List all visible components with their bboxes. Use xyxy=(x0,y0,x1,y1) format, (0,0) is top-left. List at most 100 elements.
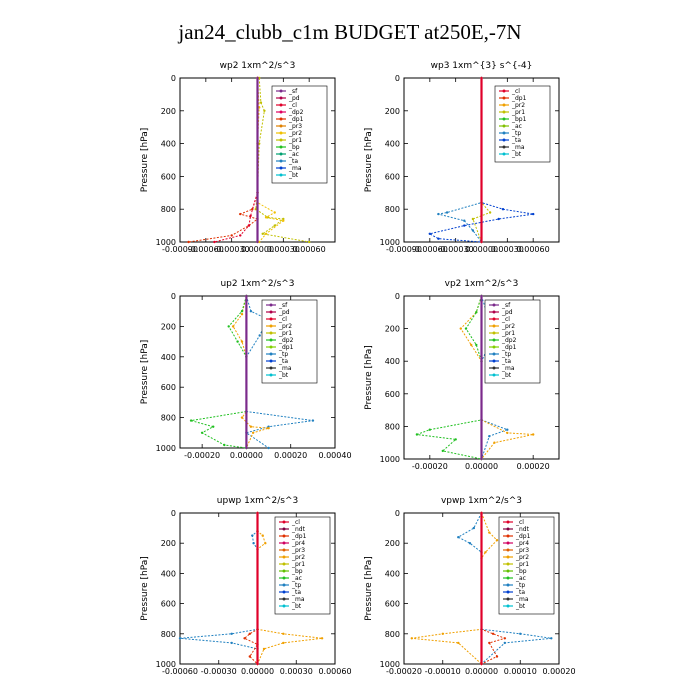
legend-marker xyxy=(282,590,286,594)
y-tick-label: 400 xyxy=(385,140,400,149)
y-tick-label: 1000 xyxy=(380,455,400,464)
data-point xyxy=(263,109,266,113)
legend-label: _pr4 xyxy=(515,540,529,547)
legend-label: _dp2 xyxy=(288,109,304,116)
data-point xyxy=(506,428,509,431)
y-tick-label: 400 xyxy=(161,353,176,362)
legend-marker xyxy=(282,562,286,566)
data-point xyxy=(491,632,495,635)
y-tick-label: 200 xyxy=(385,325,400,334)
legend-marker xyxy=(502,145,506,149)
legend-marker xyxy=(279,152,283,156)
legend-marker xyxy=(492,352,496,356)
data-point xyxy=(437,212,440,216)
data-point xyxy=(256,240,259,244)
y-tick-label: 200 xyxy=(161,539,176,548)
x-tick-label: -0.00060 xyxy=(188,245,224,254)
legend-label: _sf xyxy=(501,302,511,309)
data-point xyxy=(252,542,255,545)
data-point xyxy=(463,219,466,222)
legend-label: _ndt xyxy=(515,526,530,533)
data-point xyxy=(437,237,440,240)
legend-label: _pr1 xyxy=(511,109,525,116)
legend-marker xyxy=(506,541,510,545)
legend-label: _ma xyxy=(501,365,515,372)
x-tick-label: 0.00000 xyxy=(465,245,498,254)
legend-label: _dp1 xyxy=(515,533,531,540)
data-point xyxy=(519,632,522,635)
legend-label: _bt xyxy=(288,172,299,179)
data-point xyxy=(249,214,252,217)
y-axis-label: Pressure [hPa] xyxy=(140,128,150,193)
legend-marker xyxy=(269,317,273,321)
x-tick-label: -0.00090 xyxy=(386,245,422,254)
y-axis-label: Pressure [hPa] xyxy=(364,345,374,410)
legend-label: _bt xyxy=(515,603,526,610)
legend-label: _tp xyxy=(515,582,525,589)
y-axis-label: Pressure [hPa] xyxy=(364,128,374,193)
legend-marker xyxy=(269,303,273,307)
data-point xyxy=(264,542,267,545)
data-point xyxy=(212,425,215,428)
y-tick-label: 400 xyxy=(161,140,176,149)
y-tick-label: 0 xyxy=(395,509,400,518)
data-point xyxy=(264,216,268,219)
y-tick-label: 0 xyxy=(395,74,400,83)
x-tick-label: 0.00000 xyxy=(465,462,498,471)
data-point xyxy=(471,217,475,221)
legend-label: _sf xyxy=(288,88,298,95)
x-tick-label: 0.00000 xyxy=(230,451,263,460)
data-point xyxy=(200,431,204,434)
legend-label: _bt xyxy=(278,372,289,379)
legend-label: _tp xyxy=(291,582,301,589)
x-tick-label: -0.00090 xyxy=(162,245,198,254)
data-point xyxy=(459,327,462,330)
legend-marker xyxy=(279,117,283,121)
page-title: jan24_clubb_c1m BUDGET at250E,-7N xyxy=(178,20,522,44)
data-point xyxy=(282,219,285,222)
data-point xyxy=(248,632,251,635)
legend-marker xyxy=(282,548,286,552)
y-tick-label: 600 xyxy=(385,600,400,609)
legend-marker xyxy=(282,555,286,559)
data-point xyxy=(470,343,473,347)
data-point xyxy=(495,655,499,658)
legend-label: _pr1 xyxy=(515,561,529,568)
data-point xyxy=(249,425,253,428)
data-point xyxy=(239,234,242,237)
data-point xyxy=(501,208,505,211)
legend-label: _pr2 xyxy=(278,323,292,330)
data-point xyxy=(308,240,311,244)
data-point xyxy=(230,641,233,645)
x-tick-label: 0.00000 xyxy=(241,667,274,676)
legend-label: _pr1 xyxy=(501,330,515,337)
x-tick-label: 0.00060 xyxy=(293,245,326,254)
legend-marker xyxy=(279,89,283,93)
legend-marker xyxy=(506,527,510,531)
legend-marker xyxy=(506,520,510,524)
data-point xyxy=(497,217,500,221)
data-point xyxy=(243,637,246,640)
legend-marker xyxy=(279,124,283,128)
legend-label: _cl xyxy=(501,316,510,323)
x-tick-label: -0.00010 xyxy=(425,667,461,676)
series-dp2 xyxy=(416,295,482,460)
legend-marker xyxy=(279,159,283,163)
data-point xyxy=(488,641,491,645)
data-point xyxy=(236,340,239,343)
legend-marker xyxy=(269,359,273,363)
data-point xyxy=(259,101,263,104)
data-point xyxy=(240,340,244,343)
legend-label: _dp2 xyxy=(278,337,294,344)
data-point xyxy=(261,232,264,235)
data-point xyxy=(550,637,553,640)
legend-marker xyxy=(269,331,273,335)
legend-label: _tp xyxy=(278,351,288,358)
legend-label: _pr3 xyxy=(515,547,529,554)
data-point xyxy=(239,212,242,216)
legend-marker xyxy=(502,152,506,156)
data-point xyxy=(311,419,315,422)
y-tick-label: 400 xyxy=(161,569,176,578)
legend-marker xyxy=(506,555,510,559)
data-point xyxy=(464,327,468,330)
